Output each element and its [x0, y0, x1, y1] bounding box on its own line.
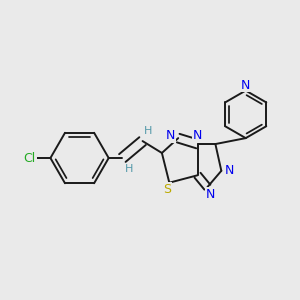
Text: Cl: Cl [23, 152, 36, 164]
Text: H: H [144, 126, 153, 136]
Text: N: N [166, 129, 176, 142]
Text: N: N [192, 129, 202, 142]
Text: N: N [206, 188, 216, 201]
Text: S: S [163, 183, 171, 196]
Text: H: H [125, 164, 133, 174]
Text: N: N [241, 79, 250, 92]
Text: N: N [225, 164, 234, 177]
